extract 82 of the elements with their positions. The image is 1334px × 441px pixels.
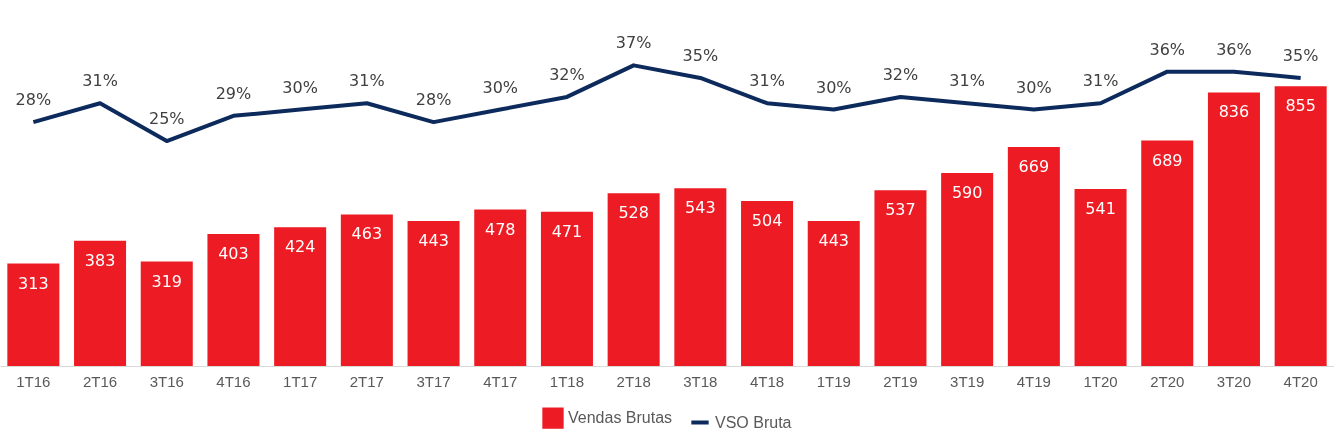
data-label: 689: [1151, 150, 1183, 170]
x-tick-label: 4T16: [216, 372, 251, 390]
data-label: 30%: [482, 77, 519, 97]
data-label: 478: [484, 219, 516, 239]
bar: [741, 201, 794, 366]
data-label: 36%: [1216, 39, 1252, 59]
data-label: 28%: [15, 90, 52, 110]
data-label: 31%: [1082, 71, 1119, 91]
data-label: 32%: [549, 64, 585, 84]
data-label: 471: [551, 221, 583, 241]
data-label: 319: [151, 271, 183, 291]
data-label: 669: [1018, 157, 1050, 177]
data-label: 30%: [815, 77, 852, 97]
bar: [274, 227, 327, 366]
data-label: 28%: [415, 90, 452, 110]
data-label: 383: [84, 250, 116, 270]
bar: [674, 188, 727, 366]
bar: [807, 221, 860, 366]
x-tick-label: 2T17: [349, 372, 384, 390]
data-label: 30%: [282, 77, 318, 97]
bar: [207, 234, 260, 366]
data-label: 32%: [882, 64, 919, 84]
data-label: 25%: [148, 109, 185, 129]
data-label: 35%: [682, 45, 719, 65]
x-tick-label: 3T20: [1216, 372, 1252, 390]
x-tick-label: 3T16: [149, 372, 184, 390]
x-tick-label: 2T18: [616, 372, 651, 390]
data-label: 543: [685, 198, 716, 218]
data-label: 463: [351, 224, 383, 244]
x-tick-label: 3T18: [683, 372, 718, 390]
x-tick-label: 4T20: [1283, 372, 1318, 390]
x-tick-label: 2T19: [883, 372, 918, 390]
x-tick-label: 1T19: [816, 372, 851, 390]
bar: [340, 214, 393, 366]
data-label: 443: [818, 231, 850, 251]
data-label: 403: [218, 244, 249, 264]
bar: [7, 263, 60, 366]
data-label: 31%: [349, 71, 385, 91]
data-label: 836: [1218, 102, 1250, 122]
bar: [1141, 140, 1194, 366]
bar: [140, 261, 193, 366]
bar: [1274, 86, 1327, 366]
data-label: 528: [618, 203, 649, 223]
x-tick-label: 4T19: [1016, 372, 1051, 390]
data-label: 855: [1285, 96, 1316, 116]
x-tick-label: 3T17: [416, 372, 451, 390]
data-label: 313: [18, 273, 49, 293]
bar: [874, 190, 927, 366]
data-label: 35%: [1282, 45, 1319, 65]
data-label: 504: [751, 211, 783, 231]
x-tick-label: 1T20: [1083, 372, 1118, 390]
bar: [1074, 188, 1127, 366]
data-label: 37%: [615, 33, 652, 53]
bar: [1207, 92, 1260, 366]
x-tick-label: 1T16: [16, 372, 51, 390]
data-label: 30%: [1016, 77, 1052, 97]
bar: [941, 172, 994, 366]
x-tick-label: 2T20: [1150, 372, 1185, 390]
bar: [74, 240, 127, 366]
bar: [474, 209, 527, 366]
x-tick-label: 2T16: [82, 372, 118, 390]
data-label: 31%: [82, 71, 118, 91]
x-tick-label: 1T17: [283, 372, 318, 390]
x-tick-label: 4T17: [483, 372, 518, 390]
data-label: 36%: [1149, 39, 1186, 59]
x-tick-label: 3T19: [950, 372, 985, 390]
legend-label: Vendas Brutas: [568, 409, 673, 427]
data-label: 424: [284, 237, 316, 257]
data-label: 443: [418, 231, 449, 251]
data-label: 29%: [215, 83, 252, 103]
legend-label: VSO Bruta: [715, 413, 792, 431]
data-label: 590: [951, 182, 983, 202]
bar: [1007, 147, 1060, 366]
data-label: 541: [1085, 198, 1116, 218]
data-label: 31%: [749, 71, 785, 91]
data-label: 537: [885, 200, 916, 220]
bar: [407, 221, 460, 366]
x-tick-label: 1T18: [549, 372, 585, 390]
data-label: 31%: [949, 71, 985, 91]
bar: [540, 211, 593, 366]
x-tick-label: 4T18: [749, 372, 785, 390]
bar: [607, 193, 660, 366]
